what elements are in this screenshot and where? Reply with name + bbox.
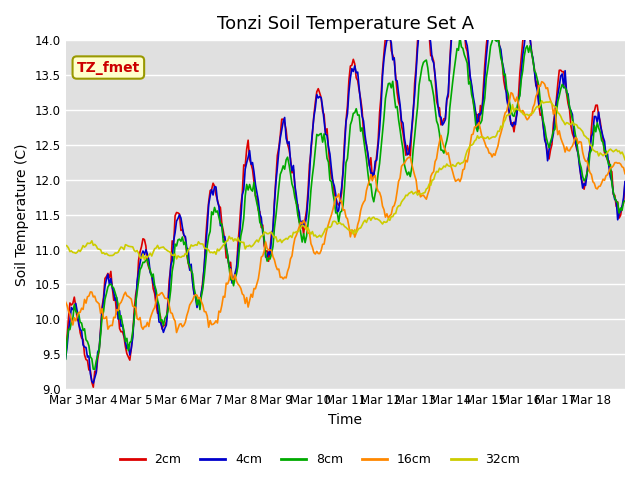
Legend: 2cm, 4cm, 8cm, 16cm, 32cm: 2cm, 4cm, 8cm, 16cm, 32cm [115,448,525,471]
Title: Tonzi Soil Temperature Set A: Tonzi Soil Temperature Set A [217,15,474,33]
X-axis label: Time: Time [328,413,362,427]
Text: TZ_fmet: TZ_fmet [77,60,140,74]
Y-axis label: Soil Temperature (C): Soil Temperature (C) [15,144,29,286]
